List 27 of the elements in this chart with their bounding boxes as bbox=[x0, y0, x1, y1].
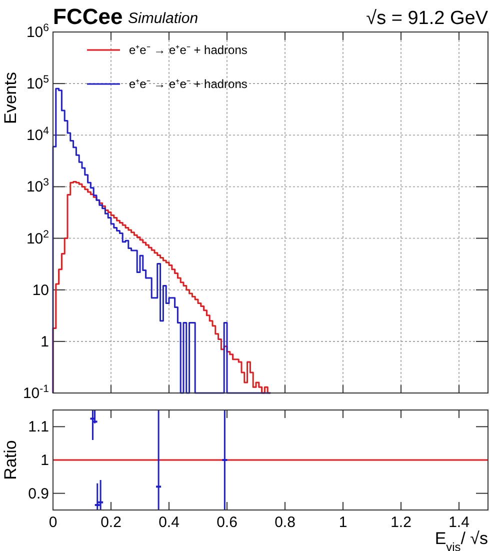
y-tick-label: 1 bbox=[40, 333, 49, 350]
x-tick-label: 0.4 bbox=[158, 514, 180, 531]
y-tick-label: 10$^{4}$ bbox=[26, 125, 50, 144]
x-tick-label: 0.6 bbox=[216, 514, 238, 531]
y-tick-label: 10$^{5}$ bbox=[26, 74, 50, 93]
x-axis-title: E$_{vis}$/ √s bbox=[434, 529, 488, 551]
y-axis-title: Ratio bbox=[1, 440, 20, 480]
y-tick-label: 10$^{6}$ bbox=[26, 22, 50, 41]
x-tick-label: 0.8 bbox=[274, 514, 296, 531]
y-axis-title: Events bbox=[1, 72, 20, 124]
x-tick-label: 0.2 bbox=[100, 514, 122, 531]
legend-label: e⁺e⁻ → e⁺e⁻ + hadrons bbox=[129, 43, 248, 57]
y-tick-label: 10$^{2}$ bbox=[26, 228, 50, 248]
y-tick-label: 1.1 bbox=[28, 418, 49, 436]
x-tick-label: 1 bbox=[338, 514, 348, 531]
legend-label: e⁺e⁻ → e⁺e⁻ + hadrons bbox=[129, 77, 248, 91]
y-tick-label: 10$^{3}$ bbox=[26, 176, 50, 196]
x-tick-label: 0 bbox=[48, 514, 58, 531]
x-tick-label: 1.2 bbox=[390, 514, 412, 531]
chart-subtitle: Simulation bbox=[128, 10, 198, 27]
chart-title: FCCee bbox=[53, 4, 123, 29]
text: √s = 91.2 GeV bbox=[366, 8, 488, 29]
x-tick-label: 1.4 bbox=[448, 514, 470, 531]
y-tick-label: 0.9 bbox=[28, 485, 49, 502]
y-tick-label: 10 bbox=[32, 282, 49, 299]
y-tick-label: 10$^{-1}$ bbox=[22, 383, 50, 402]
y-tick-label: 1 bbox=[40, 452, 49, 469]
